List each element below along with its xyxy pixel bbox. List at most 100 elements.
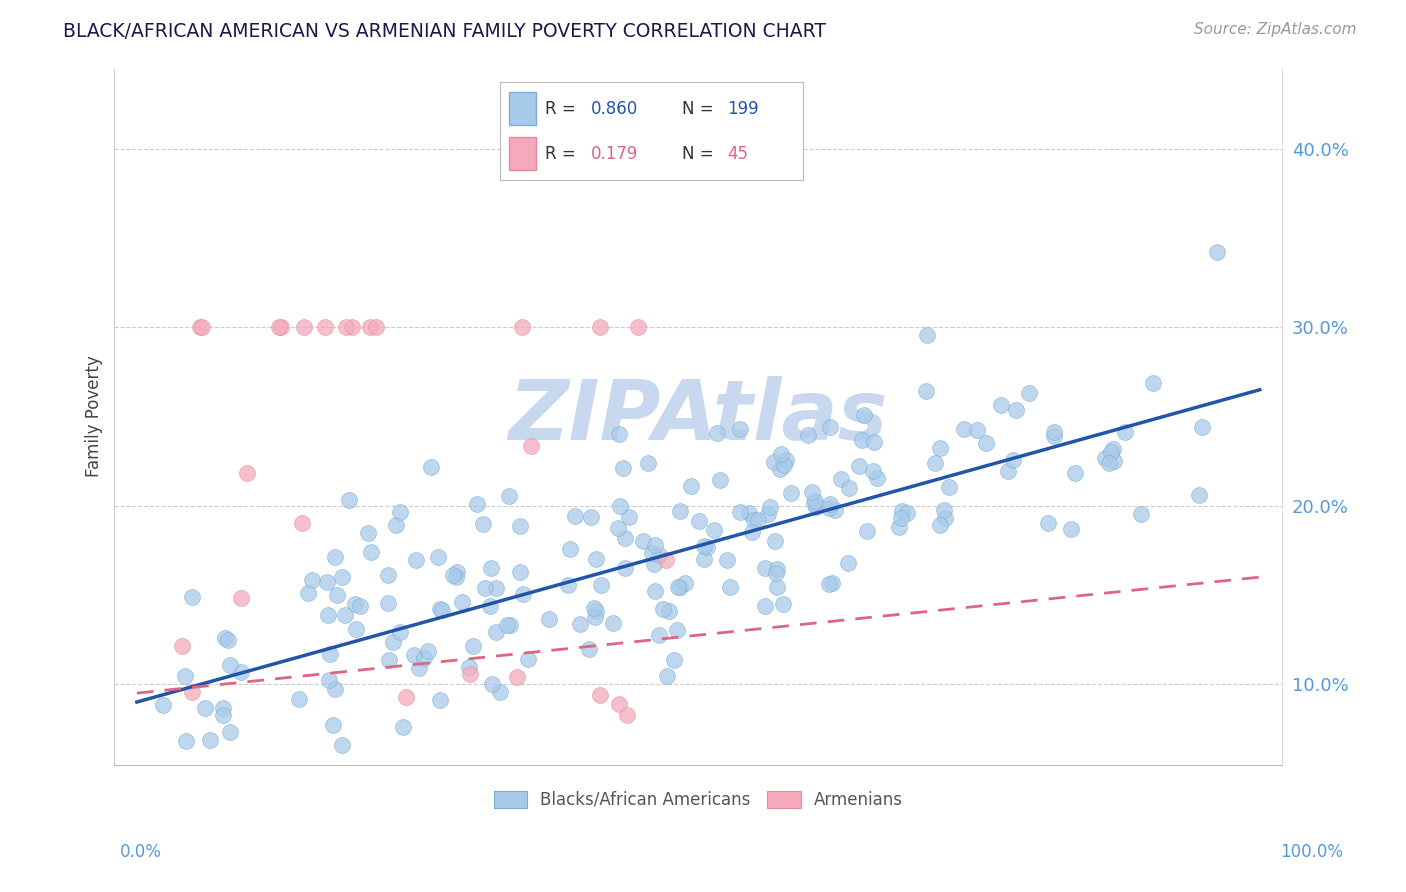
Point (416, 644, 439, 658)
Point (976, 435, 998, 450)
Point (217, 632, 239, 647)
Point (318, 673, 340, 687)
Point (616, 707, 638, 722)
Point (772, 597, 794, 611)
Point (375, 784, 398, 798)
Point (607, 697, 630, 711)
Point (229, 665, 252, 679)
Point (564, 508, 586, 523)
Point (631, 534, 654, 549)
Point (651, 602, 673, 616)
Point (509, 519, 531, 533)
Point (1188, 488, 1211, 502)
Point (181, 685, 204, 699)
Point (614, 531, 637, 545)
Point (277, 784, 299, 798)
Point (769, 462, 792, 476)
Point (215, 784, 238, 798)
Point (609, 499, 631, 513)
Point (557, 578, 579, 592)
Point (754, 561, 776, 575)
Point (583, 609, 606, 624)
Point (512, 586, 534, 600)
Point (316, 607, 339, 622)
Point (219, 658, 242, 673)
Point (446, 565, 468, 579)
Point (479, 561, 502, 575)
Point (804, 494, 827, 508)
Point (420, 459, 443, 474)
Point (665, 623, 688, 637)
Point (200, 732, 222, 747)
Point (209, 769, 232, 783)
Point (693, 540, 716, 554)
Point (853, 409, 876, 423)
Point (728, 422, 751, 436)
Text: 100.0%: 100.0% (1279, 843, 1343, 861)
Point (706, 426, 728, 441)
Point (818, 577, 841, 591)
Point (681, 479, 703, 493)
Point (716, 553, 738, 567)
Point (486, 784, 509, 798)
Point (589, 688, 612, 702)
Point (1018, 386, 1040, 401)
Point (668, 580, 690, 594)
Point (666, 580, 689, 594)
Point (953, 422, 976, 436)
Point (212, 701, 235, 715)
Point (1102, 453, 1125, 467)
Point (644, 584, 666, 599)
Point (747, 512, 769, 526)
Point (330, 570, 353, 584)
Point (322, 718, 344, 732)
Point (924, 456, 946, 470)
Point (1206, 245, 1229, 260)
Point (461, 639, 484, 653)
Point (1114, 425, 1136, 439)
Point (316, 575, 339, 590)
Point (1191, 419, 1213, 434)
Point (489, 684, 512, 698)
Point (314, 320, 336, 334)
Point (830, 472, 852, 486)
Point (1043, 425, 1066, 439)
Point (932, 503, 955, 517)
Point (259, 784, 281, 798)
Point (718, 580, 741, 594)
Point (432, 603, 454, 617)
Point (319, 647, 342, 661)
Point (703, 523, 725, 537)
Point (780, 485, 803, 500)
Legend: Blacks/African Americans, Armenians: Blacks/African Americans, Armenians (486, 784, 910, 815)
Point (765, 566, 787, 580)
Point (377, 653, 399, 667)
Point (589, 320, 612, 334)
Point (1094, 451, 1116, 466)
Point (219, 784, 242, 798)
Point (929, 442, 952, 456)
Point (305, 768, 328, 782)
Text: Source: ZipAtlas.com: Source: ZipAtlas.com (1194, 22, 1357, 37)
Point (335, 608, 357, 623)
Point (866, 471, 889, 485)
Point (838, 481, 860, 495)
Point (581, 509, 603, 524)
Point (366, 320, 388, 334)
Point (458, 659, 481, 673)
Point (772, 458, 794, 472)
Point (617, 509, 640, 524)
Point (585, 604, 607, 618)
Point (647, 548, 669, 562)
Point (637, 456, 659, 470)
Point (270, 320, 292, 334)
Point (537, 612, 560, 626)
Point (775, 453, 797, 467)
Point (451, 595, 474, 609)
Point (648, 628, 671, 642)
Point (1060, 522, 1083, 536)
Y-axis label: Family Poverty: Family Poverty (86, 356, 103, 477)
Point (862, 464, 884, 478)
Point (643, 557, 665, 571)
Point (405, 553, 427, 567)
